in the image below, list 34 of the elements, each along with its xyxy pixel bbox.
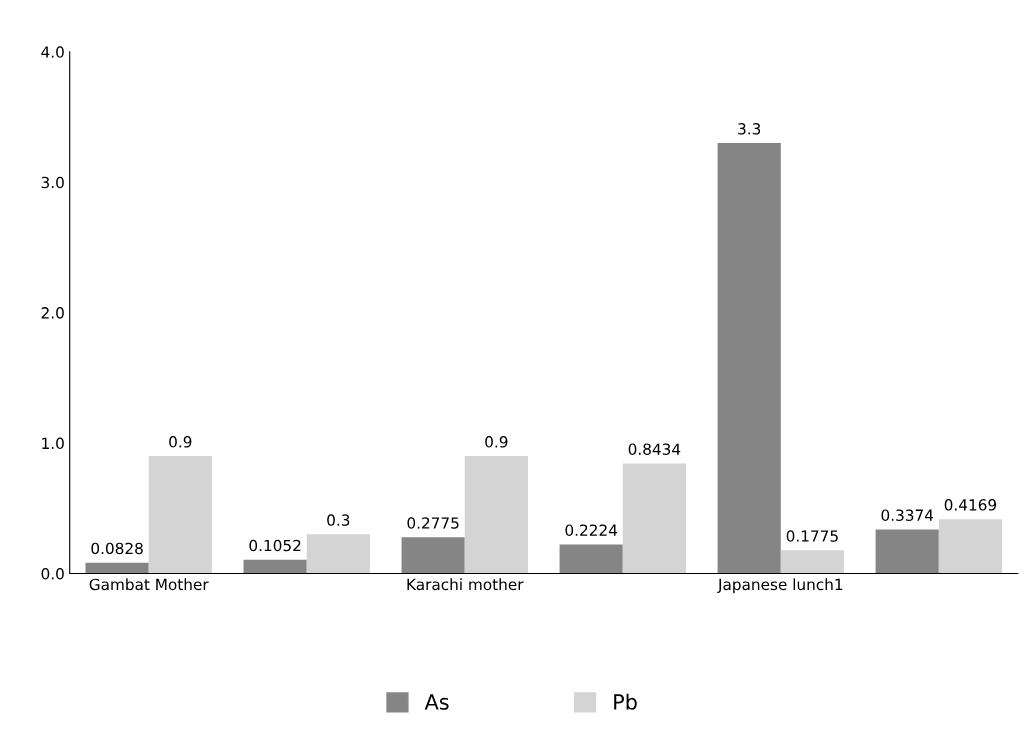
x-tick-label: Karachi mother bbox=[407, 578, 524, 591]
y-tick-label: 0.0 bbox=[41, 567, 64, 580]
data-label: 0.4169 bbox=[944, 499, 997, 511]
data-label: 0.8434 bbox=[628, 443, 681, 455]
bar bbox=[559, 544, 623, 574]
y-tick-label: 4.0 bbox=[41, 46, 64, 58]
bar bbox=[875, 529, 939, 574]
bar bbox=[306, 534, 370, 574]
data-label: 0.0828 bbox=[91, 542, 143, 555]
bar bbox=[622, 463, 686, 574]
data-label: 3.3 bbox=[738, 123, 761, 135]
legend-label: Pb bbox=[614, 693, 637, 710]
bar bbox=[464, 456, 528, 574]
data-label: 0.3374 bbox=[881, 509, 934, 521]
data-label: 0.1775 bbox=[786, 530, 838, 542]
bar bbox=[243, 559, 307, 574]
data-label: 0.3 bbox=[327, 514, 350, 526]
y-tick-label: 2.0 bbox=[41, 307, 64, 319]
bar bbox=[780, 550, 844, 574]
bar bbox=[938, 519, 1003, 574]
legend-label: As bbox=[424, 694, 449, 710]
bar bbox=[401, 537, 465, 574]
data-label: 0.9 bbox=[169, 436, 192, 448]
x-tick-label: Japanese lunch1 bbox=[717, 578, 843, 594]
data-label: 0.2775 bbox=[407, 517, 459, 529]
bar bbox=[85, 562, 149, 574]
x-tick-label: Gambat Mother bbox=[89, 578, 209, 591]
data-label: 0.1052 bbox=[249, 539, 301, 552]
bar bbox=[148, 456, 212, 574]
y-tick-label: 3.0 bbox=[41, 176, 64, 189]
data-label: 0.9 bbox=[485, 436, 508, 448]
data-label: 0.2224 bbox=[565, 524, 618, 536]
bar bbox=[717, 143, 781, 574]
y-tick-label: 1.0 bbox=[42, 437, 64, 450]
